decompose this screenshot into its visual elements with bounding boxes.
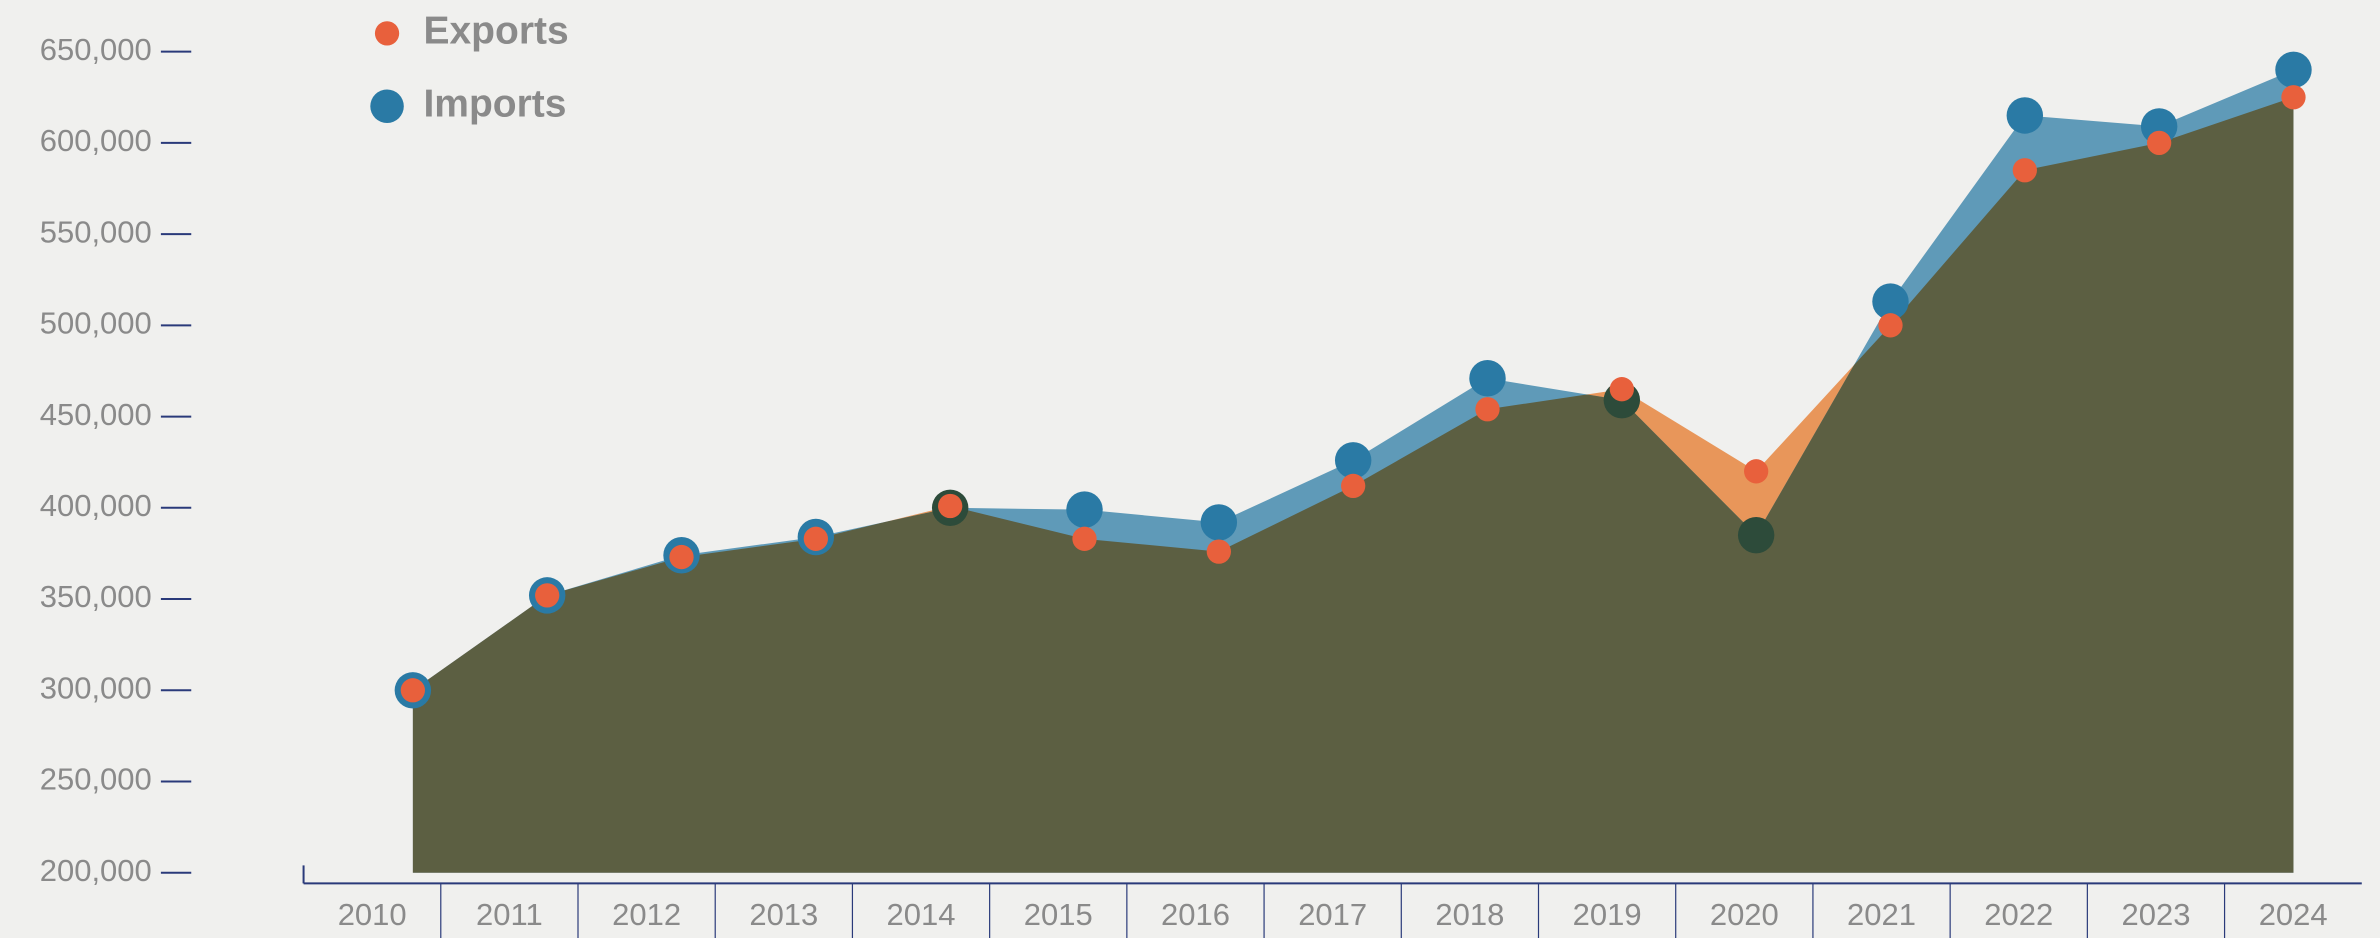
y-tick-label: 350,000 (40, 579, 152, 614)
data-point (2281, 85, 2306, 110)
y-tick-label: 500,000 (40, 306, 152, 341)
x-tick-label: 2016 (1161, 897, 1230, 932)
x-tick-label: 2022 (1984, 897, 2053, 932)
x-tick-label: 2021 (1847, 897, 1916, 932)
data-point (1200, 504, 1238, 541)
x-tick-label: 2018 (1435, 897, 1504, 932)
legend-marker (370, 89, 404, 124)
data-point (938, 493, 963, 519)
data-point (1609, 377, 1634, 402)
x-tick-label: 2020 (1710, 897, 1779, 932)
data-point (400, 678, 425, 703)
y-tick-label: 300,000 (40, 670, 152, 705)
legend-label: Imports (423, 83, 566, 126)
x-tick-label: 2011 (476, 897, 543, 932)
x-tick-label: 2015 (1024, 897, 1093, 932)
data-point (1872, 283, 1909, 320)
data-point (2147, 130, 2172, 155)
y-tick-label: 400,000 (40, 488, 152, 523)
data-point (1072, 526, 1097, 551)
y-tick-label: 600,000 (40, 123, 152, 158)
x-tick-label: 2013 (749, 897, 818, 932)
data-point (1206, 539, 1231, 564)
x-tick-label: 2014 (887, 897, 956, 932)
y-tick-label: 250,000 (40, 762, 152, 797)
y-tick-label: 450,000 (40, 397, 152, 432)
data-point (1878, 313, 1903, 338)
data-point (1334, 442, 1372, 479)
data-point (1341, 473, 1366, 499)
data-point (1469, 360, 1506, 397)
y-tick-label: 650,000 (40, 32, 152, 67)
legend-marker (374, 21, 400, 46)
data-point (1066, 491, 1103, 528)
x-tick-label: 2019 (1573, 897, 1642, 932)
data-point (669, 544, 694, 570)
x-tick-label: 2024 (2259, 897, 2328, 932)
data-point (2275, 51, 2312, 89)
x-tick-label: 2023 (2121, 897, 2190, 932)
legend-label: Exports (423, 10, 568, 53)
data-point (535, 583, 560, 608)
data-point (1475, 397, 1500, 422)
x-tick-label: 2012 (612, 897, 681, 932)
data-point (803, 526, 828, 551)
x-tick-label: 2010 (338, 897, 407, 932)
x-tick-label: 2017 (1298, 897, 1367, 932)
data-point (2006, 97, 2044, 134)
y-tick-label: 550,000 (40, 214, 152, 249)
data-point (1737, 516, 1775, 554)
y-tick-label: 200,000 (40, 853, 152, 888)
data-point (1744, 459, 1769, 484)
data-point (2012, 158, 2037, 183)
